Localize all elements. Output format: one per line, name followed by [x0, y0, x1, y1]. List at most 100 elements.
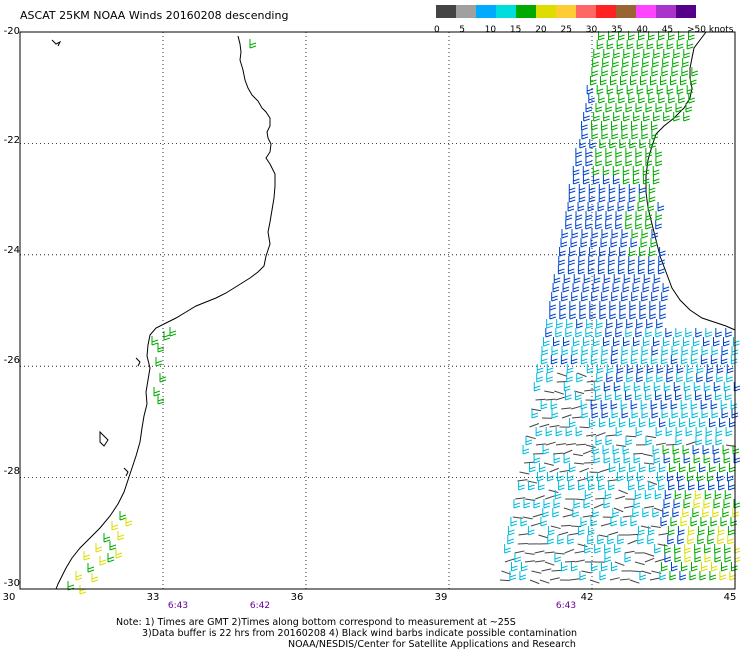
wind-barb-icon	[599, 301, 607, 311]
wind-barb-icon	[535, 495, 545, 500]
wind-barb-icon	[695, 391, 702, 401]
wind-barb-icon	[649, 310, 656, 320]
wind-barb-icon	[561, 407, 572, 410]
wind-barb-icon	[612, 58, 619, 68]
wind-barb-icon	[663, 454, 671, 464]
wind-barb-icon	[538, 481, 545, 491]
wind-barb-icon	[507, 535, 514, 545]
wind-barb-icon	[685, 328, 692, 338]
wind-barb-icon	[669, 463, 676, 473]
wind-barb-icon	[577, 372, 587, 378]
wind-barb-icon	[612, 166, 620, 176]
wind-barb-icon	[526, 435, 536, 440]
wind-barb-icon	[680, 517, 688, 527]
wind-barb-icon	[691, 67, 699, 77]
legend-swatch	[656, 5, 676, 18]
wind-barb-icon	[654, 558, 665, 563]
wind-barb-icon	[583, 337, 590, 347]
wind-barb-icon	[646, 85, 654, 95]
wind-barb-icon	[592, 58, 599, 68]
map-title: ASCAT 25KM NOAA Winds 20160208 descendin…	[20, 9, 289, 22]
wind-barb-icon	[557, 372, 567, 377]
lon-label: 42	[580, 592, 594, 603]
wind-barb-icon	[666, 85, 674, 95]
wind-barb-icon	[670, 76, 677, 86]
wind-barb-icon	[552, 508, 559, 518]
lat-label: -26	[3, 355, 20, 366]
wind-barb-icon	[627, 265, 635, 275]
wind-barb-icon	[683, 337, 690, 347]
wind-barb-icon	[652, 445, 660, 455]
wind-barb-icon	[704, 544, 711, 554]
wind-barb-icon	[721, 562, 728, 572]
wind-barb-icon	[623, 505, 634, 509]
wind-barb-icon	[732, 445, 740, 455]
wind-barb-icon	[631, 130, 639, 140]
wind-barb-icon	[700, 400, 708, 410]
lon-label: 45	[723, 592, 737, 603]
wind-barb-icon	[544, 390, 555, 394]
wind-barb-icon	[625, 211, 633, 221]
wind-barb-icon	[630, 76, 637, 86]
wind-barb-icon	[618, 193, 626, 203]
wind-barb-icon	[641, 570, 652, 575]
wind-barb-icon	[633, 454, 641, 464]
wind-barb-icon	[734, 553, 740, 563]
wind-barb-icon	[603, 499, 611, 509]
wind-barb-icon	[630, 400, 638, 410]
wind-barb-icon	[631, 346, 639, 356]
wind-barb-icon	[616, 85, 624, 95]
wind-barb-icon	[638, 481, 645, 491]
wind-barb-icon	[573, 337, 580, 347]
wind-barb-icon	[671, 409, 679, 419]
wind-barb-icon	[499, 579, 510, 582]
wind-barb-icon	[661, 346, 669, 356]
wind-barb-icon	[621, 292, 628, 302]
wind-barb-icon	[699, 418, 706, 428]
wind-barb-icon	[648, 94, 655, 104]
wind-barb-icon	[605, 220, 612, 230]
wind-barb-icon	[608, 481, 615, 491]
wind-barb-icon	[700, 355, 708, 365]
wind-barb-icon	[546, 364, 554, 374]
legend-label: 10	[484, 25, 497, 35]
wind-barb-icon	[635, 103, 643, 113]
legend-swatch	[616, 5, 636, 18]
wind-barb-icon	[594, 544, 601, 554]
wind-barb-icon	[590, 355, 598, 365]
wind-barb-icon	[693, 382, 701, 392]
wind-barb-icon	[665, 427, 673, 437]
wind-barb-icon	[612, 508, 619, 518]
wind-barb-icon	[649, 139, 656, 149]
wind-barb-icon	[609, 418, 616, 428]
wind-barb-icon	[679, 463, 686, 473]
wind-barb-icon	[618, 94, 625, 104]
wind-barb-icon	[660, 355, 668, 365]
wind-barb-icon	[651, 346, 659, 356]
wind-barb-icon	[604, 544, 611, 554]
wind-barb-icon	[636, 364, 644, 374]
wind-barb-icon	[579, 247, 586, 257]
wind-barb-icon	[673, 112, 680, 122]
wind-barb-icon	[637, 265, 645, 275]
wind-barb-icon	[595, 103, 603, 113]
wind-barb-icon	[601, 562, 608, 572]
wind-barb-icon	[625, 328, 632, 338]
wind-barb-icon	[673, 337, 680, 347]
wind-barb-icon	[641, 409, 649, 419]
wind-barb-icon	[613, 454, 621, 464]
wind-barb-icon	[615, 444, 626, 447]
wind-barb-icon	[650, 76, 657, 86]
wind-barb-icon	[645, 391, 652, 401]
wind-barb-icon	[531, 408, 542, 412]
wind-barb-icon	[646, 319, 653, 329]
wind-barb-icon	[630, 238, 638, 248]
wind-barb-icon	[645, 436, 653, 446]
wind-barb-icon	[692, 508, 699, 518]
wind-barb-icon	[645, 157, 653, 167]
wind-barb-icon	[676, 373, 683, 383]
wind-barb-icon	[678, 481, 685, 491]
wind-barb-icon	[582, 166, 590, 176]
wind-barb-icon	[572, 166, 580, 176]
wind-barb-icon	[571, 229, 579, 239]
